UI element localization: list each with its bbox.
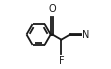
Text: O: O	[49, 4, 56, 14]
Text: F: F	[58, 56, 64, 66]
Text: N: N	[82, 30, 90, 39]
